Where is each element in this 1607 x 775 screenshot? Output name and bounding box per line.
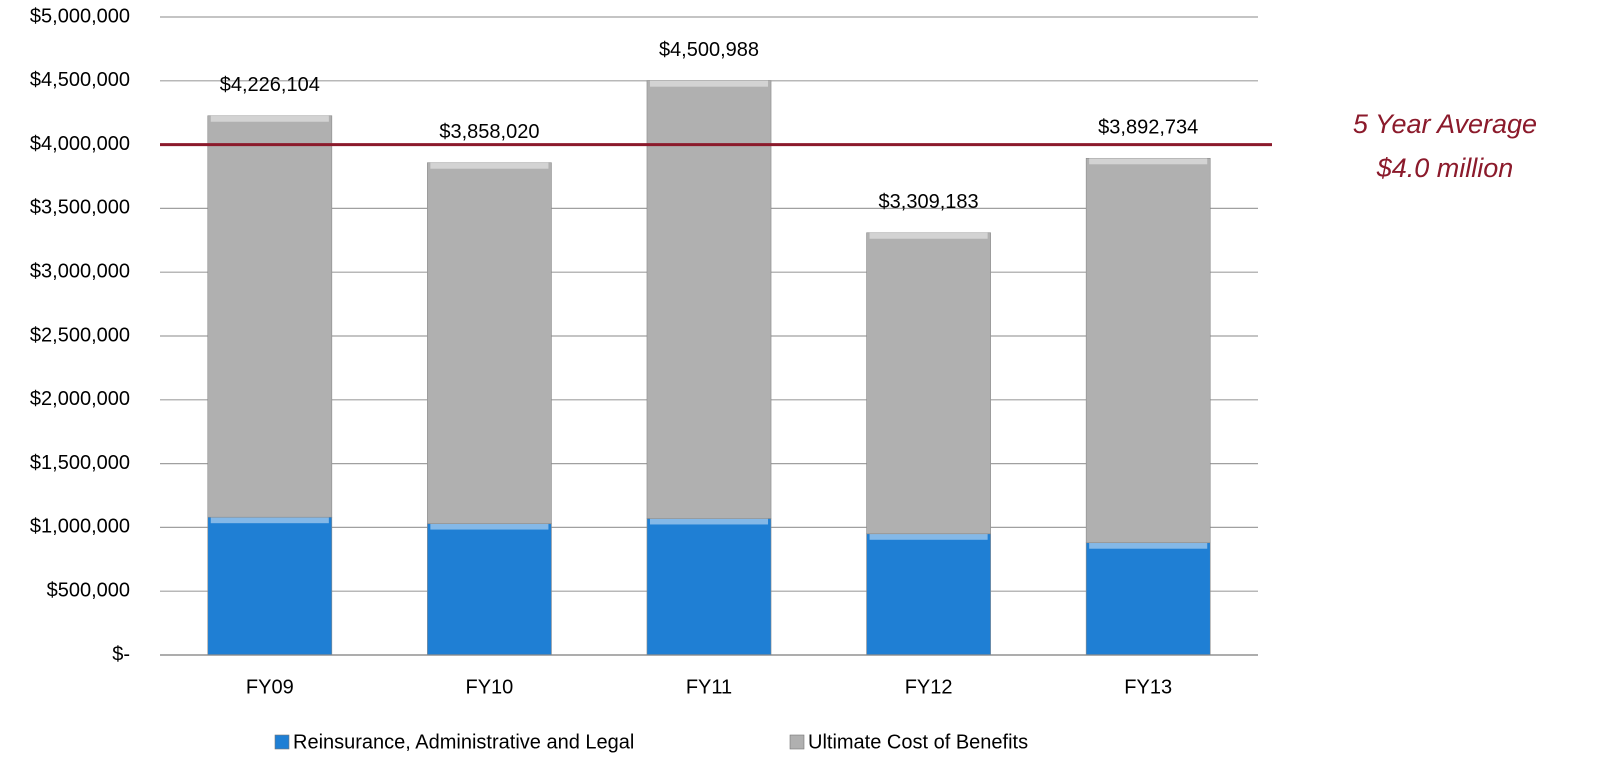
bar-segment xyxy=(207,115,333,518)
y-tick-label: $2,500,000 xyxy=(30,324,130,346)
legend-swatch xyxy=(789,734,805,750)
bar-cap xyxy=(1089,158,1208,165)
y-tick-label: $4,000,000 xyxy=(30,133,130,155)
bar-segment xyxy=(866,533,991,656)
bar-cap xyxy=(869,533,988,540)
y-tick-label: $3,500,000 xyxy=(30,197,130,219)
x-tick-label: FY09 xyxy=(246,676,294,698)
bar-cap xyxy=(1089,542,1208,549)
total-label: $3,892,734 xyxy=(1098,117,1198,139)
bar-segment xyxy=(866,232,991,535)
x-tick-label: FY11 xyxy=(686,676,732,698)
bar-cap xyxy=(210,115,329,122)
x-tick-label: FY10 xyxy=(465,676,513,698)
total-label: $3,309,183 xyxy=(879,191,979,213)
bar-segment xyxy=(646,80,772,519)
bar-cap xyxy=(430,523,549,530)
x-tick-label: FY13 xyxy=(1124,676,1172,698)
bar-cap xyxy=(649,518,769,525)
bar-segment xyxy=(427,523,552,656)
y-tick-label: $- xyxy=(112,643,130,665)
bar-segment xyxy=(646,518,772,656)
bar-cap xyxy=(869,232,988,239)
bar-segment xyxy=(1085,157,1211,544)
y-tick-label: $1,500,000 xyxy=(30,452,130,474)
bar-segment xyxy=(207,516,333,656)
bar-cap xyxy=(649,80,769,87)
total-label: $4,500,988 xyxy=(659,39,759,61)
x-tick-label: FY12 xyxy=(905,676,953,698)
average-annotation: $4.0 million xyxy=(1376,153,1514,183)
y-tick-label: $3,000,000 xyxy=(30,260,130,282)
bar-cap xyxy=(210,517,329,524)
total-label: $3,858,020 xyxy=(439,121,539,143)
bar-segment xyxy=(1085,542,1211,656)
y-tick-label: $2,000,000 xyxy=(30,388,130,410)
total-label: $4,226,104 xyxy=(220,74,320,96)
y-tick-label: $1,000,000 xyxy=(30,516,130,538)
bar-segment xyxy=(427,162,552,524)
average-annotation: 5 Year Average xyxy=(1353,109,1537,139)
legend-label: Ultimate Cost of Benefits xyxy=(808,731,1028,753)
legend-label: Reinsurance, Administrative and Legal xyxy=(293,731,634,753)
bar-cap xyxy=(430,162,549,169)
y-tick-label: $4,500,000 xyxy=(30,69,130,91)
y-tick-label: $500,000 xyxy=(47,579,130,601)
legend-swatch xyxy=(274,734,290,750)
y-tick-label: $5,000,000 xyxy=(30,5,130,27)
